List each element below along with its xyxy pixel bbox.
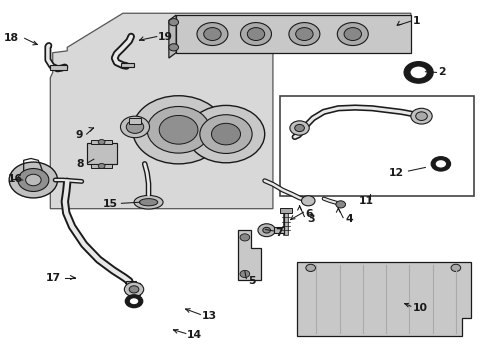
Polygon shape [168, 15, 176, 58]
Text: 4: 4 [345, 215, 352, 224]
Text: 16: 16 [8, 174, 23, 184]
Circle shape [337, 23, 367, 45]
Circle shape [98, 163, 105, 168]
Circle shape [18, 168, 49, 192]
Text: 8: 8 [77, 159, 84, 169]
Bar [280, 96, 473, 196]
Bar [86, 143, 116, 164]
Circle shape [335, 201, 345, 208]
Circle shape [305, 264, 315, 271]
Circle shape [430, 157, 449, 171]
Text: 2: 2 [438, 67, 445, 77]
Text: 6: 6 [305, 209, 312, 219]
Circle shape [25, 174, 41, 186]
Circle shape [288, 23, 319, 45]
Circle shape [247, 28, 264, 41]
Circle shape [403, 62, 432, 83]
Circle shape [295, 28, 312, 41]
Circle shape [168, 44, 178, 51]
Bar [121, 63, 133, 67]
Circle shape [262, 227, 270, 233]
Text: 19: 19 [158, 32, 173, 41]
Circle shape [168, 19, 178, 26]
Circle shape [415, 112, 427, 121]
Text: 14: 14 [187, 330, 202, 340]
Polygon shape [297, 262, 470, 336]
Circle shape [301, 196, 314, 206]
Circle shape [240, 23, 271, 45]
Polygon shape [237, 230, 260, 280]
Text: 7: 7 [275, 228, 283, 238]
Circle shape [200, 115, 252, 153]
Bar [91, 164, 112, 168]
Circle shape [203, 28, 221, 41]
Circle shape [187, 105, 264, 163]
Circle shape [159, 116, 198, 144]
Text: 1: 1 [412, 16, 420, 26]
Circle shape [294, 125, 304, 132]
Circle shape [240, 234, 249, 241]
Text: 3: 3 [306, 214, 314, 224]
Polygon shape [50, 13, 410, 209]
Circle shape [132, 96, 224, 164]
Text: 12: 12 [388, 168, 403, 178]
Bar [280, 208, 291, 213]
Circle shape [289, 121, 308, 135]
Text: 10: 10 [412, 303, 427, 313]
Bar [91, 140, 112, 144]
Text: 9: 9 [76, 130, 83, 140]
Circle shape [147, 107, 209, 153]
Circle shape [126, 121, 143, 134]
Text: 17: 17 [45, 273, 61, 283]
Text: 11: 11 [358, 196, 373, 206]
Text: 5: 5 [248, 276, 255, 286]
Circle shape [98, 139, 105, 144]
Circle shape [257, 224, 275, 237]
Polygon shape [176, 15, 410, 53]
Circle shape [197, 23, 227, 45]
Bar [176, 123, 228, 144]
Circle shape [450, 264, 460, 271]
Text: 15: 15 [102, 199, 117, 210]
Text: 18: 18 [4, 33, 19, 43]
Circle shape [344, 28, 361, 41]
Circle shape [434, 159, 446, 168]
Circle shape [125, 295, 142, 308]
Circle shape [120, 116, 149, 138]
Text: 13: 13 [202, 311, 217, 321]
Circle shape [9, 162, 58, 198]
Circle shape [409, 66, 427, 79]
Circle shape [129, 298, 139, 305]
Bar [274, 226, 284, 233]
Bar [129, 118, 141, 125]
Circle shape [124, 282, 143, 297]
Ellipse shape [134, 195, 163, 209]
Circle shape [129, 286, 139, 293]
Bar [129, 283, 140, 296]
Circle shape [240, 270, 249, 278]
Bar [50, 65, 67, 69]
Circle shape [211, 123, 240, 145]
Bar [126, 281, 136, 291]
Circle shape [410, 108, 431, 124]
Ellipse shape [139, 199, 158, 206]
